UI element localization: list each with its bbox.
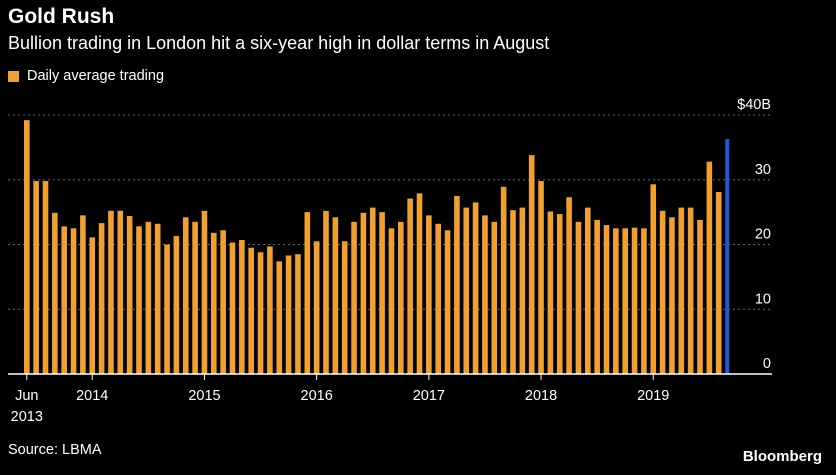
bar [697,219,703,374]
x-tick-label: 2015 [188,388,220,404]
bar [192,221,198,374]
bar [435,223,441,374]
brand-logo: Bloomberg [742,448,822,465]
bar [379,212,385,374]
bar [52,212,58,374]
bar [136,226,142,374]
bar [575,221,582,374]
bar [98,223,105,374]
bar [659,210,666,374]
y-tick-label: $40B [737,97,771,113]
bar [556,214,563,374]
bar [678,207,685,374]
legend: Daily average trading [8,68,164,84]
bar [24,120,30,375]
x-tick-label: 2016 [301,388,333,404]
bar [585,207,591,374]
bar [304,212,311,374]
bar [528,155,535,374]
bar [323,210,329,374]
bar [454,195,460,374]
source-note: Source: LBMA [8,442,102,458]
bar [369,207,376,374]
bar [398,221,404,374]
bar [285,255,292,374]
bar [173,236,180,374]
y-tick-label: 0 [763,356,771,372]
bar [239,239,245,374]
bar [295,254,301,374]
x-tick-label: Jun [15,388,38,404]
bar [472,202,479,374]
bar [631,227,638,374]
y-tick-label: 10 [755,291,771,307]
bar [276,261,283,374]
x-tick-label: 2019 [637,388,669,404]
chart-subtitle: Bullion trading in London hit a six-year… [8,33,550,53]
bar [117,210,124,374]
bar [538,181,544,374]
bar [229,242,236,374]
y-tick-label: 20 [755,227,771,243]
bar [500,186,507,374]
bar [491,221,498,374]
bar [641,228,647,374]
bar [416,193,423,374]
chart-title: Gold Rush [8,5,115,28]
bar [89,237,96,374]
bar [725,138,730,374]
bar [154,223,161,374]
bar [211,232,217,374]
bar [706,161,713,374]
bar [332,217,339,374]
bar [182,217,189,374]
legend-swatch [8,70,19,82]
bar [622,228,628,374]
bar [463,207,470,374]
bar [267,246,273,374]
legend-label: Daily average trading [27,68,165,84]
bar [257,252,264,374]
bar [313,241,320,374]
bar [547,211,554,374]
bar [126,216,133,374]
bar [669,217,675,374]
bar [145,221,152,374]
bar [519,207,526,374]
bar [510,210,516,374]
bar [687,207,694,374]
bar [715,192,722,374]
bar [566,197,572,374]
bar [482,215,488,374]
y-tick-label: 30 [755,162,771,178]
x-tick-label: 2014 [76,388,108,404]
bar [70,228,77,374]
bar [613,228,619,374]
bar [164,244,170,374]
bar [108,210,114,374]
bar [61,226,67,374]
bar [33,181,39,374]
x-tick-label: 2018 [525,388,557,404]
bar [220,230,226,374]
bar [201,210,208,374]
bar [426,215,432,374]
bar [341,241,348,374]
bar [603,225,610,374]
x-tick-label: 2013 [11,409,43,425]
bar [407,198,413,374]
bar [594,219,600,374]
bar [388,228,395,374]
bar [80,215,86,374]
bar [444,230,451,374]
bar [360,212,367,374]
bar [248,247,254,374]
bar [42,181,49,374]
bar [351,221,357,374]
bar [650,184,657,374]
x-tick-label: 2017 [413,388,445,404]
